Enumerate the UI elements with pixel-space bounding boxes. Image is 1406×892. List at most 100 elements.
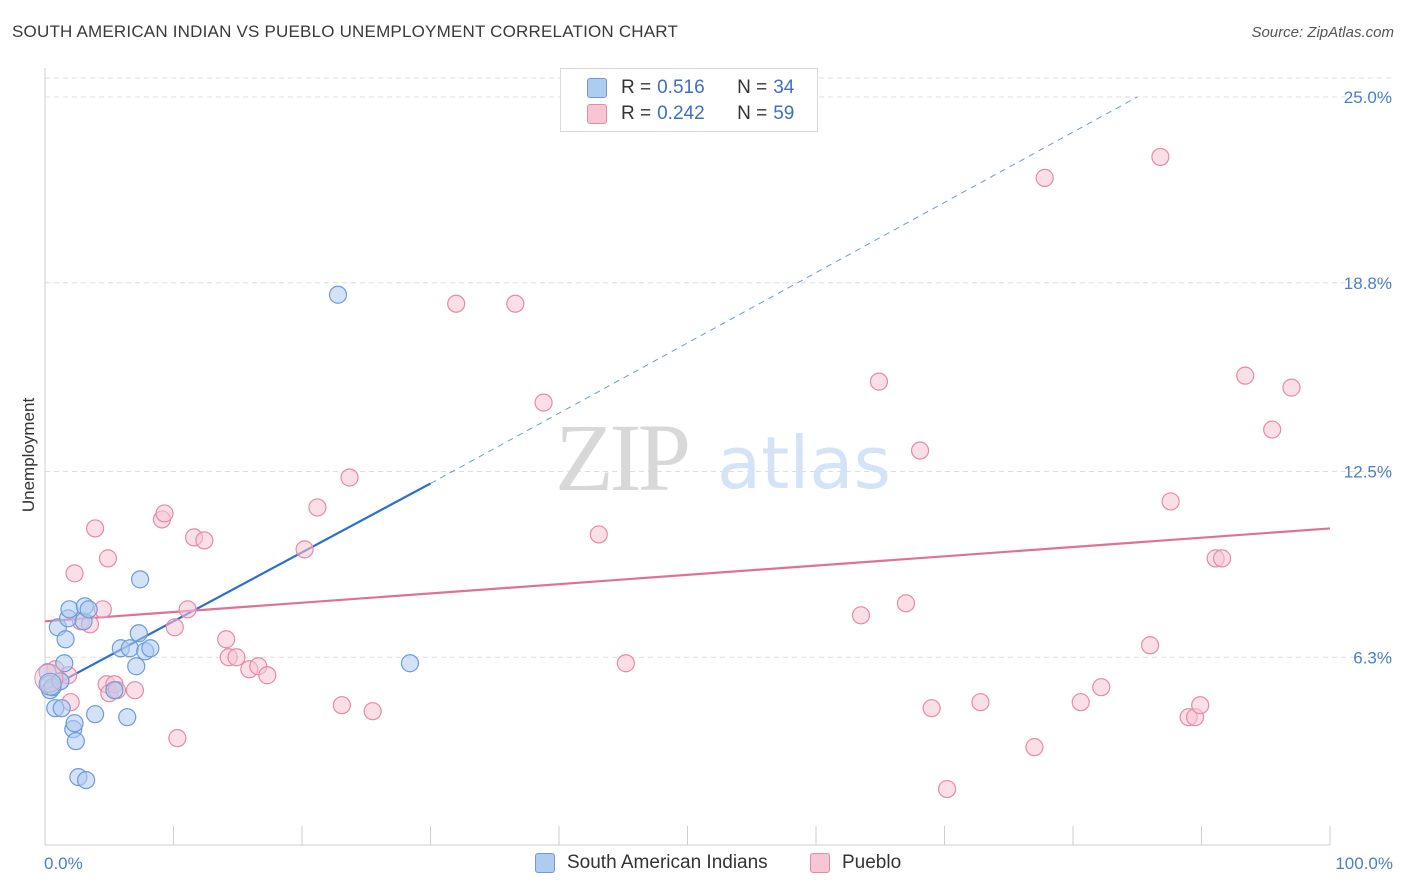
trend-line-south-american-indians [44,482,432,692]
watermark-atlas: atlas [717,421,891,505]
point-south-american-indians [65,714,84,733]
point-pueblo [937,779,957,799]
x-tick-label-max: 100.0% [1335,854,1393,873]
tick-labels: 6.3% 12.5% 18.8% 25.0% 0.0% 100.0% [44,88,1393,873]
point-south-american-indians [105,681,124,700]
legend-r-value: 0.242 [657,103,705,124]
series-legend-pueblo[interactable]: Pueblo [810,852,901,874]
trend-line-pueblo [44,527,1331,623]
data-points [34,147,1301,799]
point-pueblo [1282,378,1301,397]
legend-r-value: 0.516 [657,77,705,98]
legend-row-south-american-indians: R = 0.516 N = 34 [587,76,794,100]
series-legend: South American Indians Pueblo [0,852,1406,878]
axes [44,68,1331,846]
y-tick-label: 6.3% [1353,648,1392,667]
point-pueblo [65,564,84,583]
point-pueblo [1140,636,1160,655]
point-pueblo [227,648,246,667]
point-pueblo [363,702,382,721]
point-pueblo [332,696,351,715]
point-south-american-indians [86,705,105,724]
point-pueblo [258,666,277,685]
point-south-american-indians [400,654,420,673]
series-name: South American Indians [567,852,768,873]
point-cluster-south-american-indians [38,672,62,696]
trend-lines [44,96,1331,692]
series-legend-south-american-indians[interactable]: South American Indians [535,852,768,874]
point-pueblo [447,294,466,313]
point-pueblo [896,594,916,613]
point-pueblo [1236,366,1255,385]
point-pueblo [308,498,327,517]
point-pueblo [86,519,105,538]
point-south-american-indians [328,285,348,304]
point-pueblo [1161,492,1180,511]
chart-title: SOUTH AMERICAN INDIAN VS PUEBLO UNEMPLOY… [12,22,679,41]
point-pueblo [195,531,214,550]
series-name: Pueblo [842,852,902,873]
point-pueblo [506,294,525,313]
point-cluster-pueblo [34,663,64,693]
point-pueblo [125,681,145,700]
legend-r-label: R = [621,103,652,124]
point-pueblo [1212,549,1232,568]
series-swatch-blue [535,853,555,873]
legend-row-pueblo: R = 0.242 N = 59 [587,102,794,126]
point-pueblo [1263,420,1282,439]
legend-n-value: 34 [773,77,795,98]
point-pueblo [1025,738,1044,757]
legend-n-value: 59 [773,103,795,124]
point-south-american-indians [60,600,79,619]
point-pueblo [165,618,184,637]
point-south-american-indians [120,639,139,658]
y-tick-label: 25.0% [1344,88,1392,107]
point-south-american-indians [118,708,137,727]
legend-swatch-pink [587,104,607,124]
correlation-legend: R = 0.516 N = 34 R = 0.242 N = 59 [560,68,818,132]
point-pueblo [910,441,930,460]
point-south-american-indians [56,630,75,649]
legend-r-label: R = [621,77,652,98]
chart-source: Source: ZipAtlas.com [1251,24,1394,41]
point-pueblo [534,393,553,412]
grid-lines [45,77,1392,658]
point-pueblo [1092,678,1111,697]
point-south-american-indians [79,600,98,619]
watermark: ZIP atlas [555,404,891,511]
point-pueblo [851,606,871,625]
point-pueblo [589,525,608,544]
point-pueblo [922,699,941,718]
point-south-american-indians [130,570,150,589]
point-pueblo [295,540,314,559]
point-pueblo [971,693,990,712]
point-pueblo [1191,696,1210,715]
point-pueblo [168,729,187,748]
y-tick-label: 18.8% [1344,274,1392,293]
legend-n-label: N = [737,103,768,124]
point-pueblo [1151,147,1170,167]
trend-line-extrapolated [430,96,1138,484]
point-pueblo [155,504,174,523]
watermark-zip: ZIP [555,404,688,511]
point-pueblo [217,630,236,649]
point-pueblo [178,600,197,619]
x-tick-label-min: 0.0% [44,854,83,873]
point-pueblo [98,549,118,568]
point-south-american-indians [129,624,148,643]
point-pueblo [340,468,359,487]
point-south-american-indians [52,699,71,718]
legend-swatch-blue [587,78,607,98]
point-pueblo [1071,693,1090,712]
point-pueblo [616,654,635,673]
point-south-american-indians [127,657,146,676]
point-south-american-indians [141,639,160,658]
y-axis-label: Unemployment [19,398,38,513]
point-pueblo [869,372,889,391]
point-pueblo [1035,168,1054,187]
point-south-american-indians [77,770,96,790]
legend-n-label: N = [737,77,768,98]
y-tick-label: 12.5% [1344,463,1392,482]
point-south-american-indians [66,732,85,751]
